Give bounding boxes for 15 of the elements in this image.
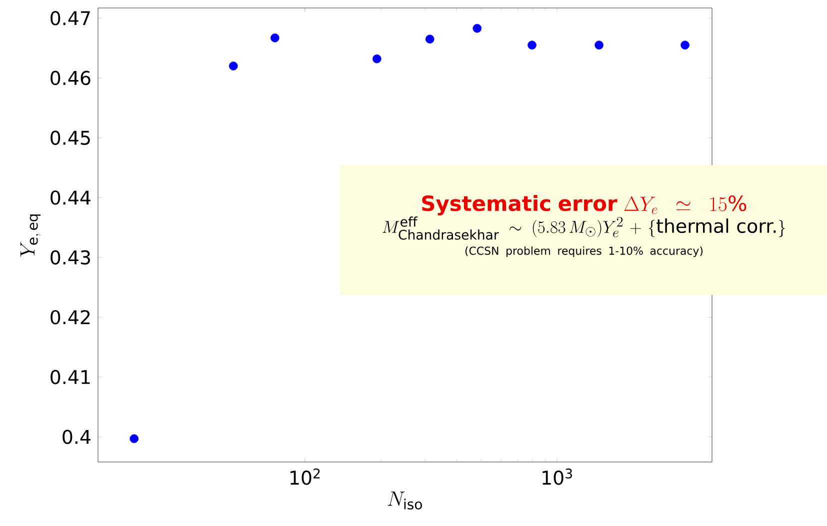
y-tick-label: 0.47: [50, 10, 90, 26]
x-tick-label: 10$^{2}$: [290, 468, 320, 485]
y-tick-label: 0.43: [50, 250, 90, 265]
y-tick-label: 0.41: [50, 370, 90, 384]
x-axis-title: $N_{\mathrm{iso}}$: [388, 492, 422, 510]
y-axis-title: $Y_{\mathrm{e,\,eq}}$: [20, 214, 41, 257]
annotation: $M^{\mathrm{eff}}_{\mathrm{Chandrasekhar}} \sim (5.83\,M_{\odot})Y_e^2 + \{\text{thermal corr.}\}$: [382, 216, 786, 240]
y-tick-label: 0.44: [50, 190, 90, 205]
y-tick-label: 0.42: [50, 310, 90, 324]
x-tick-label: 10$^{3}$: [542, 468, 572, 485]
y-tick-label: 0.46: [50, 70, 90, 86]
annotation: (CCSN problem requires 1-10% accuracy): [465, 246, 703, 257]
y-tick-label: 0.4: [62, 430, 90, 444]
y-tick-label: 0.45: [50, 130, 90, 145]
annotation: $\text{\textbf{Systematic error}}\ \Delta Y_e \simeq 15\%$: [422, 194, 746, 216]
